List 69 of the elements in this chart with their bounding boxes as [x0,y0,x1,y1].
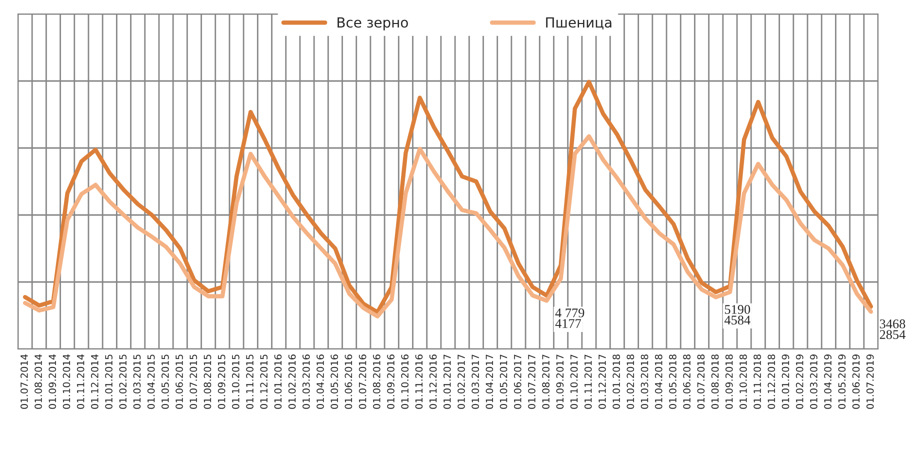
x-tick-label: 01.02.2019 [796,354,804,409]
x-tick-label: 01.03.2018 [640,354,648,409]
x-tick-label: 01.07.2017 [528,354,536,409]
data-label: 4177 [555,319,582,328]
x-tick-label: 01.01.2016 [274,354,282,409]
data-label: 3468 [880,319,906,328]
data-label: 2854 [880,330,906,340]
x-tick-label: 01.11.2014 [76,354,84,409]
x-tick-label: 01.11.2015 [246,354,254,409]
x-tick-label: 01.06.2017 [514,354,522,409]
x-tick-label: 01.05.2016 [330,354,338,409]
x-tick-label: 01.10.2014 [62,354,70,409]
x-tick-label: 01.04.2017 [486,354,494,409]
x-tick-label: 01.04.2019 [824,354,832,409]
x-tick-label: 01.02.2017 [458,354,465,409]
x-tick-label: 01.09.2014 [48,354,56,409]
x-tick-label: 01.04.2016 [316,354,324,409]
x-tick-label: 01.08.2018 [711,354,719,409]
x-tick-label: 01.08.2016 [372,354,380,409]
x-tick-label: 01.10.2018 [740,354,747,409]
x-tick-label: 01.12.2017 [598,354,606,409]
x-tick-label: 01.02.2018 [626,354,634,409]
data-label: 4584 [724,316,750,325]
x-tick-label: 01.10.2015 [232,354,240,409]
x-tick-label: 01.01.2017 [443,354,451,409]
x-tick-label: 01.08.2017 [542,354,550,409]
x-tick-label: 01.07.2018 [697,354,705,409]
x-tick-label: 01.11.2016 [415,354,423,409]
x-tick-label: 01.09.2018 [725,354,733,409]
x-tick-label: 01.12.2016 [429,354,437,409]
x-tick-label: 01.09.2016 [387,354,394,409]
x-tick-label: 01.04.2018 [654,354,662,409]
x-tick-label: 01.05.2015 [162,354,169,409]
x-tick-label: 01.02.2015 [119,354,127,409]
x-tick-label: 01.10.2017 [570,354,578,409]
x-tick-label: 01.08.2015 [204,354,212,409]
legend-label: Все зерно [338,17,408,30]
x-tick-label: 01.06.2018 [683,354,690,409]
x-tick-label: 01.04.2015 [147,354,155,409]
x-tick-label: 01.06.2015 [176,354,183,409]
x-tick-label: 01.05.2019 [838,354,846,409]
x-tick-label: 01.01.2015 [105,354,112,409]
x-tick-label: 01.12.2018 [768,354,776,409]
legend-label: Пшеница [546,17,612,30]
x-tick-label: 01.11.2018 [754,354,761,409]
x-tick-label: 01.12.2015 [260,354,268,409]
x-tick-label: 01.11.2017 [584,354,592,409]
x-tick-label: 01.08.2014 [34,354,42,409]
x-tick-label: 01.03.2017 [472,354,480,409]
x-tick-label: 01.07.2016 [358,354,366,409]
x-tick-label: 01.06.2016 [344,354,352,409]
x-tick-label: 01.05.2017 [500,354,508,409]
x-tick-label: 01.03.2016 [302,354,310,409]
x-tick-label: 01.07.2019 [866,354,874,409]
x-tick-label: 01.10.2016 [401,354,409,409]
x-tick-label: 01.09.2017 [556,354,564,409]
x-tick-label: 01.03.2019 [810,354,818,409]
x-tick-label: 01.06.2019 [852,354,860,409]
x-tick-label: 01.01.2019 [782,354,790,409]
data-label: 4 779 [555,308,584,318]
x-tick-label: 01.02.2016 [288,354,296,409]
data-label: 5190 [724,305,750,314]
x-tick-label: 01.03.2015 [133,354,141,409]
x-tick-label: 01.07.2015 [190,354,198,409]
x-tick-label: 01.12.2014 [91,354,98,409]
x-tick-label: 01.01.2018 [612,354,620,409]
x-tick-label: 01.07.2014 [20,354,28,409]
x-tick-label: 01.09.2015 [218,354,226,409]
x-tick-label: 01.05.2018 [669,354,676,409]
